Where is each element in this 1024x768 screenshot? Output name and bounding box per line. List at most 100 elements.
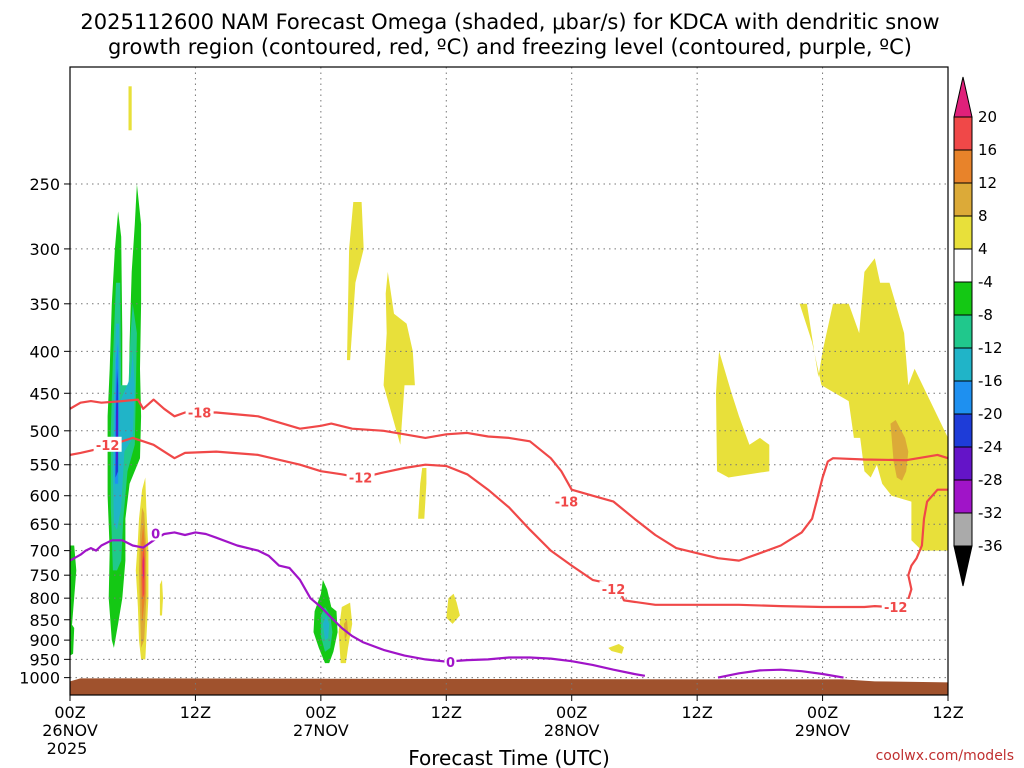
shade-yellow-27nov-thin [418,468,427,519]
contour-label-freezing-level-0-1: 0 [446,656,455,671]
contour-label-bg-isotherm-minus-12-0 [93,436,122,452]
x-tick-label-24: 00Z [305,703,336,722]
shade-yellow-28nov-low [608,644,624,654]
y-tick-label-750: 750 [29,566,60,585]
contour-isotherm-minus-12 [70,436,948,609]
x-axis-label: Forecast Time (UTC) [408,746,610,768]
shade-green-left [70,545,77,628]
grid-lines [70,67,948,695]
y-tick-label-300: 300 [29,240,60,259]
colorbar-label-5: -4 [978,273,993,291]
contour-label-bg-isotherm-minus-18-0 [185,404,214,420]
y-tick-label-550: 550 [29,456,60,475]
contour-label-bg-freezing-level-0-0 [149,525,162,541]
y-tick-label-250: 250 [29,175,60,194]
colorbar-bin-bottom [953,545,973,587]
colorbar-label-4: 4 [978,240,988,258]
terrain-ground [70,678,948,695]
contour-isotherm-minus-18 [70,398,948,562]
x-tick-label-36: 12Z [431,703,462,722]
shade-yellow-27nov-low [446,593,460,624]
colorbar-label-10: -24 [978,438,1003,456]
colorbar-bin-2 [953,149,973,184]
colorbar-bin-5 [953,248,973,283]
y-tick-label-600: 600 [29,487,60,506]
y-tick-label-450: 450 [29,384,60,403]
contour-label-isotherm-minus-12-0: -12 [96,439,120,454]
x-tick-label-60: 12Z [681,703,712,722]
y-tick-label-850: 850 [29,611,60,630]
colorbar-bin-8 [953,347,973,382]
y-tick-label-800: 800 [29,589,60,608]
colorbar-label-7: -12 [978,339,1003,357]
shade-yellow-28nov-mid [716,351,770,478]
contour-label-isotherm-minus-18-1: -18 [555,496,579,511]
terrain-surface [70,678,948,695]
x-tick-label-84: 12Z [932,703,963,722]
colorbar-label-12: -32 [978,504,1003,522]
shade-yellow-29nov [799,258,948,551]
y-tick-label-700: 700 [29,542,60,561]
y-tick-label-400: 400 [29,342,60,361]
colorbar-label-2: 12 [978,174,997,192]
y-tick-label-650: 650 [29,515,60,534]
contour-label-isotherm-minus-12-2: -12 [602,583,626,598]
colorbar-bin-1 [953,116,973,151]
x-tick-label-48: 00Z [556,703,587,722]
contour-label-bg-isotherm-minus-12-2 [599,581,628,597]
plot-area: -18 -18 -12 -12 -12 -12 0 0 [69,66,949,696]
shade-green-left-low [70,621,75,656]
shade-yellow-27nov-upper [347,202,364,361]
shade-cyan-27nov [322,615,330,641]
contour-label-freezing-level-0-0: 0 [151,527,160,542]
x-date-label-0: 26NOV [42,721,98,740]
shade-magenta-main-plume [142,555,145,580]
temperature-contours [70,398,948,679]
y-tick-label-900: 900 [29,631,60,650]
colorbar-label-0: 20 [978,108,997,126]
contour-label-isotherm-minus-18-0: -18 [188,407,212,422]
y-tick-label-1000: 1000 [19,669,60,688]
contour-labels: -18 -18 -12 -12 -12 -12 0 0 [93,404,910,671]
colorbar-label-13: -36 [978,537,1003,555]
plot-background [70,67,948,695]
x-date-label-48: 28NOV [544,721,600,740]
colorbar-bin-9 [953,380,973,415]
colorbar-legend: 20 16 12 8 4 -4 -8 -12 -16 -20 -24 -28 -32 -36 [953,76,1003,587]
x-tick-label-72: 00Z [807,703,838,722]
x-tick-label-0: 00Z [54,703,85,722]
colorbar-bin-10 [953,413,973,448]
omega-shading [70,86,948,664]
contour-label-bg-freezing-level-0-1 [444,653,457,669]
colorbar-bin-7 [953,314,973,349]
y-tick-label-950: 950 [29,650,60,669]
y-tick-label-350: 350 [29,295,60,314]
contour-freezing-level-0-right [717,668,844,679]
chart-title-line-1: 2025112600 NAM Forecast Omega (shaded, μ… [80,10,939,34]
shade-yellow-small-blob [159,579,163,616]
colorbar-bin-top [953,76,973,118]
colorbar-label-8: -16 [978,372,1003,390]
x-year-label-0: 2025 [47,739,88,758]
chart-title: 2025112600 NAM Forecast Omega (shaded, μ… [80,10,939,59]
x-tick-label-12: 12Z [180,703,211,722]
colorbar-label-3: 8 [978,207,988,225]
colorbar-label-6: -8 [978,306,993,324]
shade-yellow-27nov-mid [383,271,415,445]
contour-label-bg-isotherm-minus-12-3 [881,598,910,614]
contour-label-bg-isotherm-minus-18-1 [552,493,581,509]
y-axis-pressure: 2503003504004505005506006507007508008509… [19,175,70,688]
x-date-label-24: 27NOV [293,721,349,740]
shade-orange-29nov [890,420,909,481]
y-tick-label-500: 500 [29,422,60,441]
colorbar-label-11: -28 [978,471,1003,489]
credit-text: coolwx.com/models [876,748,1014,764]
contour-freezing-level-0 [70,531,646,677]
shade-yellow-top [128,86,132,131]
contour-label-bg-isotherm-minus-12-1 [346,469,375,485]
colorbar-bin-11 [953,446,973,481]
colorbar-bin-13 [953,512,973,547]
colorbar-bin-3 [953,182,973,217]
colorbar-bin-4 [953,215,973,250]
